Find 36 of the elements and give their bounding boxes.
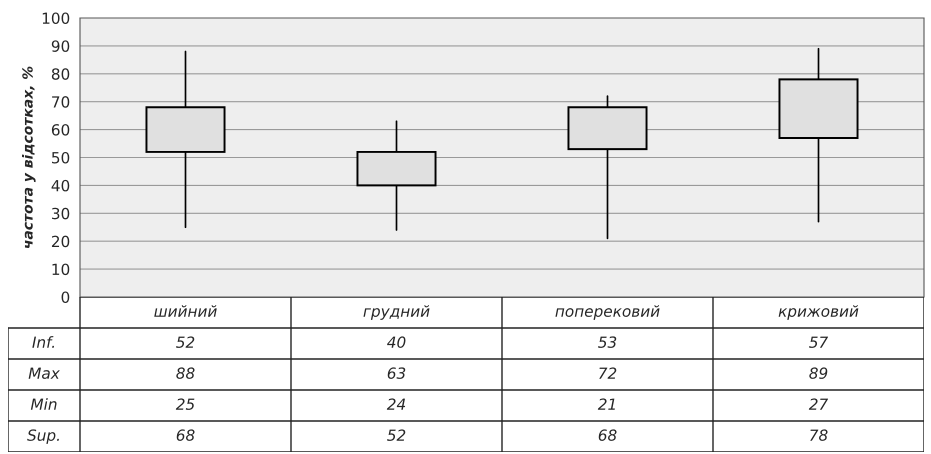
x-tick-label: поперековий	[555, 305, 660, 320]
x-tick-label: грудний	[363, 305, 430, 320]
y-tick-label: 10	[52, 264, 70, 276]
y-tick-label: 70	[52, 96, 70, 108]
text: Min	[30, 398, 57, 410]
text: 24	[386, 398, 406, 410]
text: 21	[598, 398, 615, 410]
y-tick-label: 60	[52, 124, 70, 136]
x-tick-label: крижовий	[778, 305, 858, 320]
y-axis-title: частота у відсотках, %	[22, 66, 36, 248]
text: 89	[809, 367, 828, 379]
x-tick-label: шийний	[154, 305, 217, 317]
text: 27	[808, 398, 828, 410]
y-tick-label: 100	[42, 12, 70, 24]
text: 40	[387, 336, 406, 348]
text: 88	[176, 367, 195, 379]
text: Inf.	[32, 336, 54, 348]
y-tick-label: 80	[52, 68, 70, 80]
text: 52	[387, 429, 406, 441]
y-tick-label: 20	[52, 236, 70, 248]
text: 53	[598, 336, 616, 348]
y-tick-label: 50	[52, 152, 70, 164]
text: 68	[598, 429, 617, 441]
y-tick-label: 40	[52, 180, 70, 192]
text: Sup.	[27, 429, 59, 444]
y-tick-label: 90	[52, 40, 70, 52]
y-tick-label: 30	[52, 208, 70, 220]
text: 78	[810, 429, 828, 441]
text: 57	[809, 336, 828, 348]
y-tick-label: 0	[62, 291, 70, 304]
text: 25	[176, 398, 194, 410]
text: 63	[388, 367, 406, 379]
text: 68	[176, 429, 195, 441]
text: 52	[176, 336, 194, 348]
text: 72	[599, 367, 616, 379]
text: Max	[28, 368, 60, 379]
